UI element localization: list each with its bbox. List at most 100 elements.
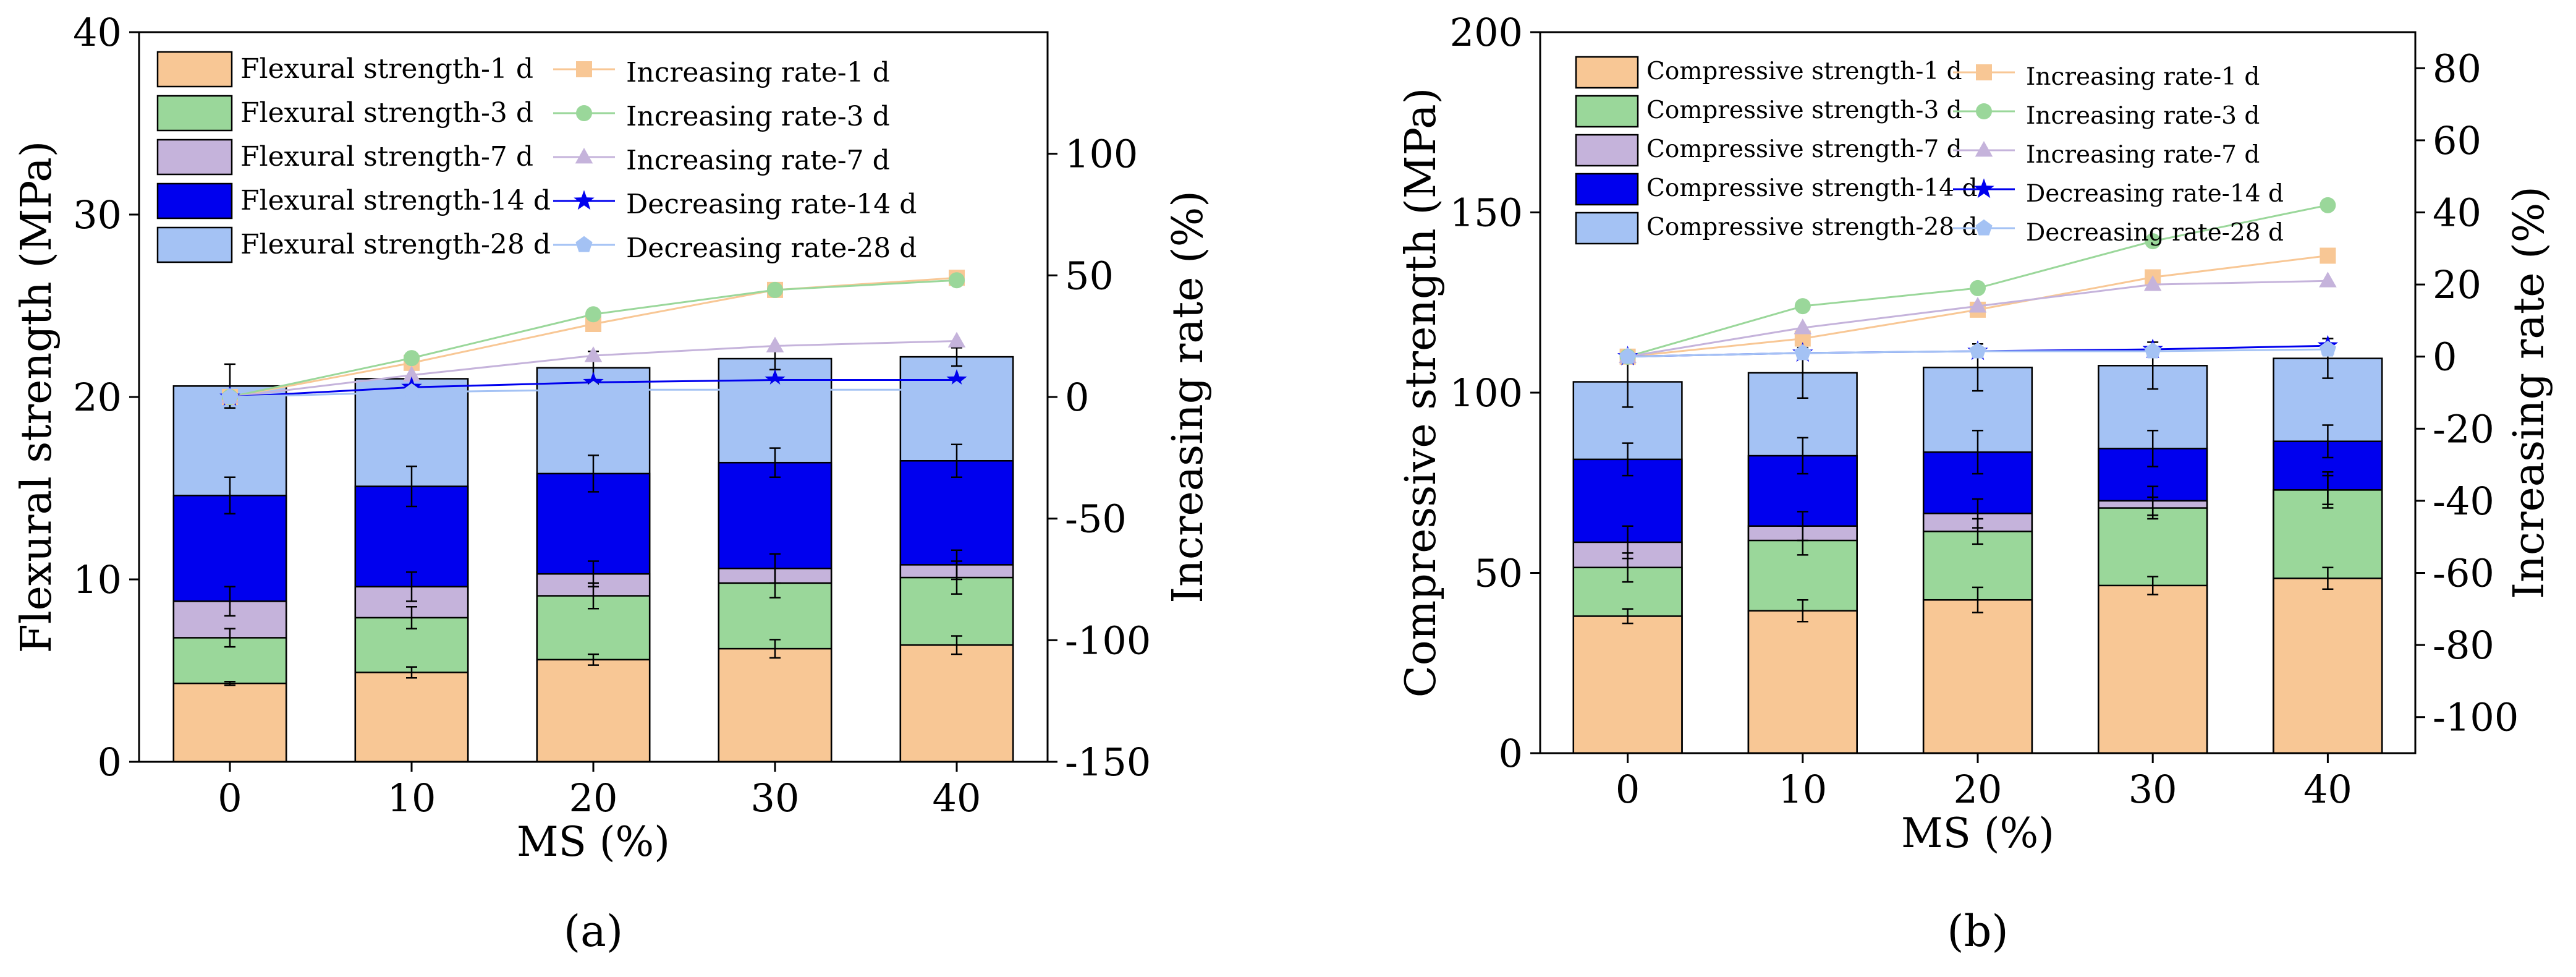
y2-tick-label: 80 bbox=[2433, 46, 2481, 91]
x-tick-label: 20 bbox=[1954, 767, 2002, 812]
error-bar bbox=[406, 606, 417, 629]
legend-label: Increasing rate-7 d bbox=[2026, 141, 2260, 169]
bar bbox=[354, 672, 469, 763]
bar bbox=[172, 682, 287, 763]
legend-label: Flexural strength-1 d bbox=[240, 53, 533, 85]
rate-point bbox=[221, 388, 239, 404]
y2-tick-label: -150 bbox=[1065, 740, 1151, 785]
rate-point bbox=[2319, 271, 2337, 288]
legend-label: Flexural strength-14 d bbox=[240, 185, 551, 216]
y2-tick-label: -60 bbox=[2433, 551, 2494, 596]
error-bar bbox=[2322, 474, 2334, 505]
legend-swatch bbox=[156, 139, 233, 176]
rate-point bbox=[1794, 344, 1811, 361]
rate-series-3 bbox=[1619, 271, 2337, 364]
legend-label: Compressive strength-14 d bbox=[1646, 174, 1977, 202]
bar-series-1 bbox=[1572, 577, 2383, 754]
rate-point bbox=[1794, 298, 1811, 315]
y2-tick-label: 20 bbox=[2433, 262, 2481, 307]
y2-tick-label: 40 bbox=[2433, 190, 2481, 236]
panel-caption: (b) bbox=[1947, 906, 2008, 957]
legend-swatch bbox=[1575, 211, 1639, 245]
error-bars-series-4 bbox=[224, 443, 962, 515]
bar bbox=[536, 659, 651, 763]
y-tick-label: 20 bbox=[73, 375, 122, 420]
error-bars-series-2 bbox=[224, 560, 962, 648]
rate-series-5 bbox=[1619, 340, 2336, 364]
panel-caption: (a) bbox=[564, 906, 623, 957]
legend-swatch bbox=[156, 182, 233, 220]
legend-marker bbox=[1976, 64, 1992, 80]
rate-point bbox=[1968, 297, 1987, 313]
legend-label: Decreasing rate-14 d bbox=[626, 189, 917, 220]
bar-series-1 bbox=[172, 644, 1014, 763]
x-tick-label: 20 bbox=[569, 775, 618, 821]
legend: Flexural strength-1 d Flexural strength-3… bbox=[156, 51, 917, 264]
y2-tick-label: -20 bbox=[2433, 406, 2494, 451]
rate-point bbox=[2320, 197, 2336, 213]
error-bar bbox=[224, 680, 235, 686]
y2-tick-label: 0 bbox=[2433, 335, 2457, 380]
error-bar bbox=[406, 666, 417, 679]
error-bars-series-1 bbox=[1622, 566, 2334, 625]
error-bar bbox=[769, 639, 781, 659]
legend-swatch bbox=[1575, 134, 1639, 167]
error-bars-series-4 bbox=[1622, 424, 2334, 477]
rate-series-5 bbox=[221, 380, 965, 404]
error-bar bbox=[769, 447, 781, 479]
error-bar bbox=[769, 568, 781, 599]
error-bar bbox=[951, 635, 962, 655]
error-bar bbox=[951, 443, 962, 479]
legend-label: Flexural strength-28 d bbox=[240, 229, 551, 260]
legend-label: Decreasing rate-28 d bbox=[626, 233, 917, 264]
error-bar bbox=[2322, 566, 2334, 590]
y-axis-label: Flexural strength (MPa) bbox=[12, 141, 61, 654]
y-tick-label: 100 bbox=[1450, 370, 1523, 416]
y-tick-label: 40 bbox=[73, 10, 122, 55]
rate-point bbox=[767, 281, 783, 298]
rate-point bbox=[2145, 233, 2161, 250]
y-axis-label: Compressive strength (MPa) bbox=[1397, 88, 1446, 698]
rate-point bbox=[585, 306, 601, 323]
legend-marker bbox=[574, 190, 595, 210]
legend-swatch bbox=[156, 226, 233, 263]
error-bar bbox=[224, 586, 235, 617]
y-tick-label: 10 bbox=[73, 557, 122, 602]
rate-point bbox=[2319, 340, 2336, 357]
legend-label: Increasing rate-3 d bbox=[2026, 102, 2260, 130]
rate-point bbox=[2320, 247, 2336, 264]
rate-point bbox=[1619, 348, 1637, 364]
bar bbox=[1572, 615, 1683, 754]
x-tick-label: 0 bbox=[1616, 767, 1640, 812]
legend-marker bbox=[575, 148, 593, 164]
error-bar bbox=[224, 628, 235, 648]
legend-swatch bbox=[1575, 95, 1639, 128]
y-tick-label: 50 bbox=[1474, 551, 1523, 596]
error-bar bbox=[951, 347, 962, 367]
legend-swatch bbox=[156, 51, 233, 88]
rate-point bbox=[765, 369, 786, 389]
bar bbox=[1922, 599, 2033, 754]
legend-label: Compressive strength-3 d bbox=[1646, 96, 1962, 124]
error-bar bbox=[406, 571, 417, 602]
error-bar bbox=[406, 465, 417, 508]
legend-label: Increasing rate-1 d bbox=[626, 57, 890, 88]
panel-b-compressive-strength-chart: 0 50 100 150 200 -100 -80 -60 -40 -20 0 20 40 60 80 0 10… bbox=[1397, 10, 2554, 957]
rate-point bbox=[2144, 342, 2161, 359]
legend-label: Increasing rate-1 d bbox=[2026, 63, 2260, 91]
error-bar bbox=[951, 560, 962, 595]
error-bars-series-1 bbox=[224, 635, 962, 686]
legend-marker bbox=[1975, 219, 1993, 236]
y2-tick-label: -80 bbox=[2433, 623, 2494, 668]
error-bar bbox=[1972, 429, 1983, 475]
error-bar bbox=[588, 582, 599, 610]
rate-point bbox=[949, 272, 965, 289]
error-bar bbox=[1797, 599, 1808, 623]
error-bar bbox=[588, 454, 599, 493]
rate-point bbox=[1969, 342, 1986, 359]
error-bar bbox=[1972, 518, 1983, 545]
bar bbox=[1747, 610, 1858, 754]
legend-label: Compressive strength-28 d bbox=[1646, 213, 1977, 241]
error-bar bbox=[2147, 496, 2159, 520]
